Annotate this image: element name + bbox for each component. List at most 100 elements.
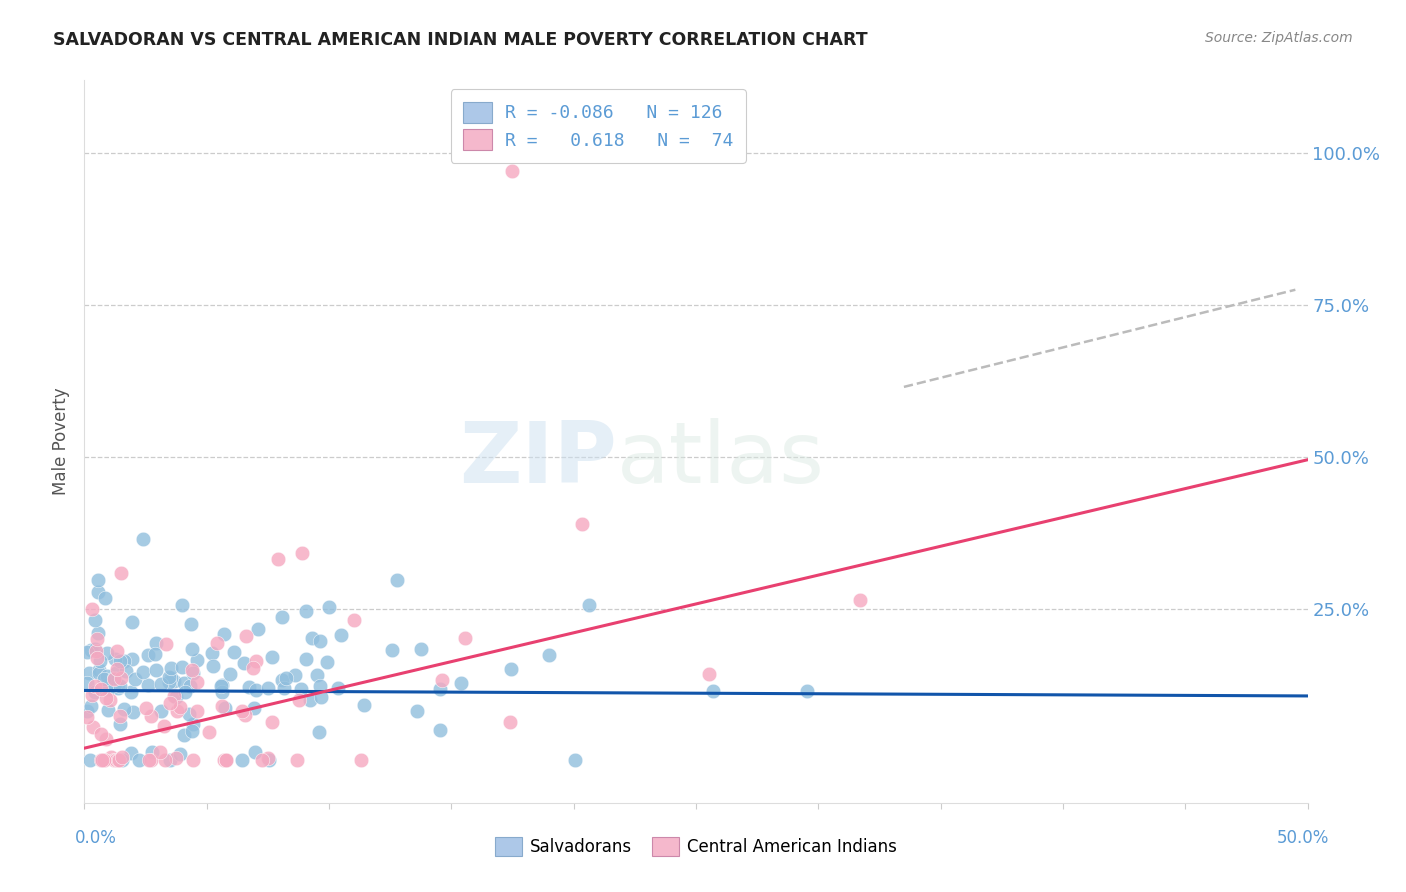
Point bbox=[162, 689, 184, 703]
Point bbox=[105, 753, 128, 767]
Point bbox=[207, 636, 229, 650]
Point bbox=[165, 690, 187, 705]
Point bbox=[76, 704, 98, 718]
Point bbox=[160, 671, 183, 685]
Point bbox=[108, 753, 131, 767]
Point bbox=[294, 604, 316, 618]
Point bbox=[186, 675, 208, 690]
Point bbox=[157, 674, 180, 689]
Point bbox=[173, 728, 195, 742]
Point bbox=[97, 703, 120, 717]
Point bbox=[145, 636, 167, 650]
Point bbox=[139, 709, 162, 723]
Point bbox=[238, 680, 260, 694]
Point bbox=[96, 646, 118, 660]
Point bbox=[89, 663, 111, 677]
Point bbox=[93, 753, 115, 767]
Point bbox=[454, 631, 477, 645]
Point bbox=[273, 681, 295, 695]
Point bbox=[80, 602, 103, 616]
Point bbox=[153, 718, 176, 732]
Point bbox=[90, 682, 112, 697]
Point bbox=[103, 672, 125, 686]
Point bbox=[153, 753, 176, 767]
Point bbox=[111, 750, 134, 764]
Point bbox=[90, 753, 112, 767]
Point bbox=[90, 727, 112, 741]
Point bbox=[235, 629, 257, 643]
Point bbox=[201, 646, 224, 660]
Point bbox=[245, 682, 267, 697]
Point bbox=[77, 666, 100, 681]
Point bbox=[128, 753, 150, 767]
Point bbox=[93, 672, 115, 686]
Point bbox=[136, 648, 159, 662]
Point bbox=[163, 674, 186, 689]
Point bbox=[309, 690, 332, 704]
Point bbox=[80, 698, 103, 713]
Point bbox=[86, 650, 108, 665]
Point bbox=[243, 701, 266, 715]
Point bbox=[110, 716, 132, 731]
Point bbox=[93, 753, 115, 767]
Point bbox=[499, 662, 522, 676]
Point bbox=[257, 681, 280, 695]
Point bbox=[411, 642, 433, 657]
Point bbox=[141, 753, 163, 767]
Point bbox=[315, 656, 337, 670]
Point bbox=[160, 661, 183, 675]
Point bbox=[110, 654, 132, 668]
Point bbox=[87, 626, 110, 640]
Point bbox=[165, 751, 187, 765]
Point bbox=[571, 516, 593, 531]
Point bbox=[120, 685, 142, 699]
Point bbox=[309, 633, 332, 648]
Point bbox=[209, 679, 232, 693]
Point bbox=[112, 702, 135, 716]
Point bbox=[107, 753, 129, 767]
Point bbox=[155, 637, 177, 651]
Point bbox=[108, 679, 131, 693]
Point bbox=[232, 656, 254, 670]
Point bbox=[132, 532, 155, 546]
Point bbox=[231, 753, 253, 767]
Point bbox=[224, 645, 246, 659]
Point bbox=[702, 683, 724, 698]
Point bbox=[149, 704, 172, 718]
Point bbox=[308, 725, 330, 739]
Point bbox=[87, 665, 110, 680]
Point bbox=[105, 662, 128, 676]
Point bbox=[86, 632, 108, 647]
Point bbox=[343, 613, 366, 627]
Point bbox=[212, 753, 235, 767]
Point bbox=[114, 664, 136, 678]
Point bbox=[243, 745, 266, 759]
Point bbox=[211, 678, 233, 692]
Point bbox=[110, 709, 132, 723]
Point bbox=[103, 672, 125, 686]
Point bbox=[260, 714, 283, 729]
Point bbox=[76, 675, 98, 690]
Point bbox=[76, 710, 98, 724]
Point bbox=[122, 705, 145, 719]
Point bbox=[252, 753, 274, 767]
Point bbox=[353, 698, 375, 712]
Point bbox=[233, 707, 256, 722]
Point bbox=[94, 591, 117, 606]
Text: atlas: atlas bbox=[616, 418, 824, 501]
Point bbox=[124, 672, 146, 686]
Point bbox=[159, 696, 181, 710]
Point bbox=[285, 753, 308, 767]
Point bbox=[179, 680, 201, 694]
Point bbox=[219, 666, 242, 681]
Point bbox=[138, 753, 160, 767]
Point bbox=[349, 753, 371, 767]
Point bbox=[326, 681, 349, 695]
Point bbox=[98, 693, 121, 707]
Point bbox=[309, 679, 332, 693]
Text: SALVADORAN VS CENTRAL AMERICAN INDIAN MALE POVERTY CORRELATION CHART: SALVADORAN VS CENTRAL AMERICAN INDIAN MA… bbox=[53, 31, 868, 49]
Point bbox=[245, 654, 267, 668]
Point bbox=[170, 598, 193, 612]
Point bbox=[97, 682, 120, 697]
Point bbox=[181, 663, 204, 677]
